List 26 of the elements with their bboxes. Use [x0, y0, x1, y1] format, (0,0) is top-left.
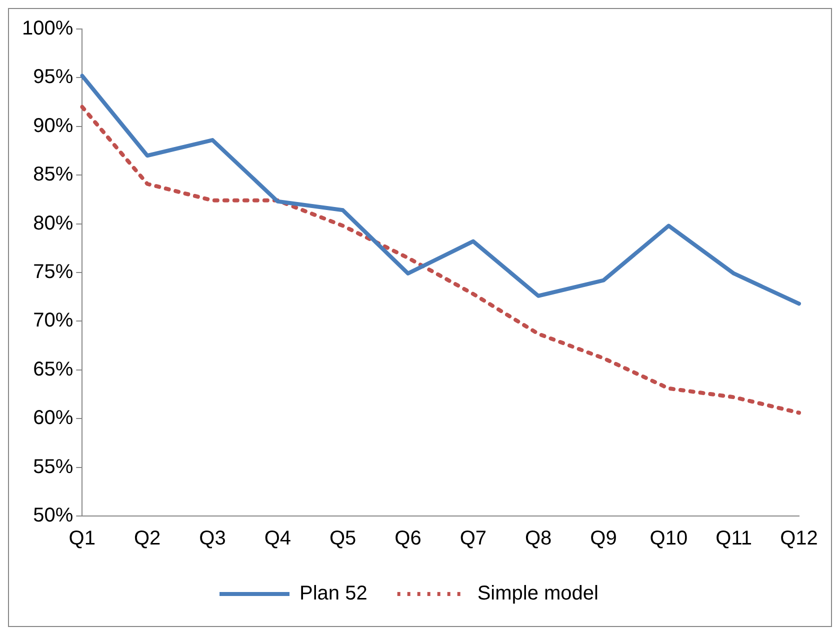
- y-tick-label: 85%: [33, 164, 74, 186]
- legend-label: Simple model: [477, 582, 599, 605]
- x-tick-label: Q2: [134, 528, 161, 550]
- line-series: [80, 104, 801, 415]
- y-tick-label: 95%: [33, 66, 74, 88]
- x-tick-label: Q4: [264, 528, 291, 550]
- y-tick-label: 50%: [33, 504, 74, 527]
- y-tick-label: 80%: [33, 212, 74, 234]
- x-tick-label: Q5: [329, 528, 356, 550]
- y-tick-label: 60%: [33, 407, 74, 430]
- x-tick-label: Q12: [780, 528, 818, 550]
- legend-label: Plan 52: [300, 582, 368, 605]
- y-tick-label: 55%: [33, 456, 74, 478]
- x-tick-label: Q9: [590, 528, 617, 550]
- y-tick-label: 100%: [22, 18, 74, 40]
- x-tick-label: Q1: [68, 528, 96, 550]
- x-tick-label: Q8: [524, 528, 552, 550]
- y-tick-label: 90%: [33, 114, 74, 137]
- x-tick-label: Q6: [394, 528, 422, 550]
- x-tick-label: Q11: [716, 528, 752, 550]
- y-tick-label: 70%: [33, 310, 74, 332]
- y-tick-label: 75%: [33, 261, 74, 284]
- x-tick-label: Q7: [460, 528, 487, 550]
- x-tick-label: Q3: [199, 528, 226, 550]
- x-tick-label: Q10: [650, 528, 688, 550]
- y-tick-label: 65%: [33, 358, 74, 380]
